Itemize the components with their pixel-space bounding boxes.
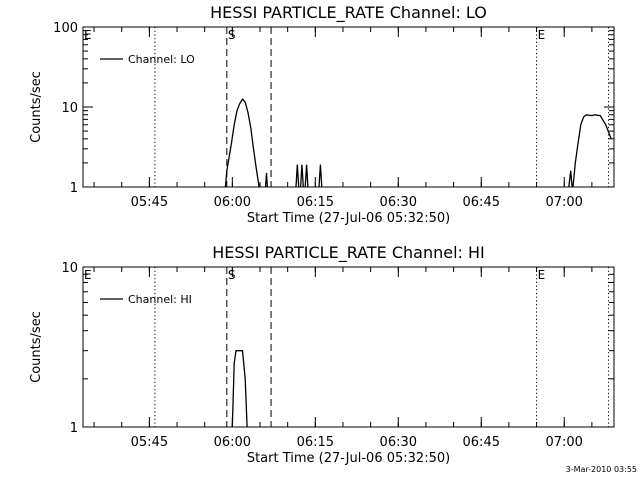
y-tick-label: 100 — [53, 21, 78, 36]
x-tick-label: 05:45 — [131, 435, 168, 450]
event-marker-label: E — [84, 268, 92, 282]
chart-title: HESSI PARTICLE_RATE Channel: LO — [210, 3, 487, 23]
x-tick-label: 06:45 — [463, 195, 500, 210]
y-tick-label: 1 — [70, 421, 78, 436]
plot-frame — [82, 266, 615, 428]
event-marker-label: S — [228, 268, 236, 282]
x-tick-label: 06:30 — [380, 435, 417, 450]
x-axis-label: Start Time (27-Jul-06 05:32:50) — [247, 451, 450, 466]
plot-frame — [82, 26, 615, 188]
x-tick-label: 06:00 — [214, 195, 251, 210]
event-marker-label: E — [538, 268, 546, 282]
legend-label: Channel: LO — [128, 53, 195, 66]
x-tick-label: 06:45 — [463, 435, 500, 450]
x-tick-label: 06:15 — [297, 195, 334, 210]
footer-timestamp: 3-Mar-2010 03:55 — [565, 465, 637, 474]
x-axis-label: Start Time (27-Jul-06 05:32:50) — [247, 211, 450, 226]
y-tick-label: 10 — [61, 101, 78, 116]
x-tick-label: 07:00 — [545, 435, 582, 450]
event-marker-label: E — [538, 28, 546, 42]
x-tick-label: 06:00 — [214, 435, 251, 450]
event-marker-label: S — [228, 28, 236, 42]
x-tick-label: 07:00 — [545, 195, 582, 210]
y-axis-label: Counts/sec — [29, 311, 44, 383]
series-line — [231, 350, 248, 428]
event-marker-label: E — [84, 28, 92, 42]
y-tick-label: 10 — [61, 261, 78, 276]
y-axis-label: Counts/sec — [29, 71, 44, 143]
chart-title: HESSI PARTICLE_RATE Channel: HI — [212, 243, 485, 263]
series-line — [224, 98, 612, 188]
y-tick-label: 1 — [70, 181, 78, 196]
x-tick-label: 05:45 — [131, 195, 168, 210]
x-tick-label: 06:15 — [297, 435, 334, 450]
x-tick-label: 06:30 — [380, 195, 417, 210]
legend-label: Channel: HI — [128, 293, 192, 306]
